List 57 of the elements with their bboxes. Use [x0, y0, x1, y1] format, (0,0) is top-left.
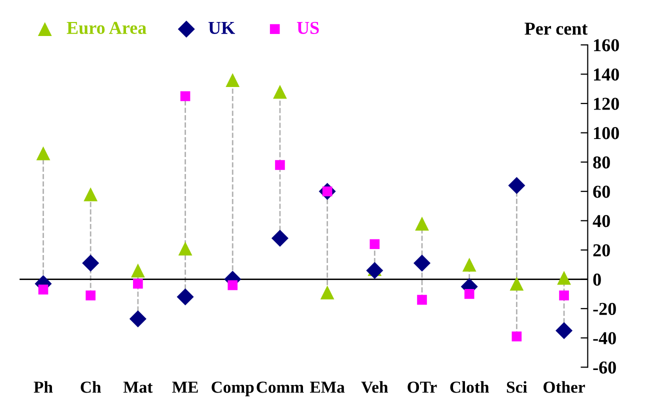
point — [131, 264, 145, 278]
point — [413, 254, 431, 272]
point — [84, 187, 98, 202]
x-tick-label: Veh — [361, 381, 388, 393]
point — [415, 216, 429, 231]
point — [508, 177, 526, 194]
point — [320, 286, 334, 300]
point — [38, 284, 48, 294]
point — [226, 73, 240, 87]
point — [462, 258, 476, 272]
y-tick-label: 120 — [594, 98, 619, 110]
x-tick-label: Comm — [256, 382, 304, 393]
y-tick-label: 60 — [593, 186, 610, 198]
point — [133, 278, 143, 289]
point — [464, 289, 474, 299]
legend-label: UK — [208, 22, 235, 34]
x-tick-label: ME — [172, 382, 198, 393]
y-tick-label: 100 — [594, 127, 619, 140]
y-tick-label: 140 — [594, 68, 619, 81]
x-tick-label: EMa — [310, 382, 345, 393]
point — [510, 276, 524, 291]
point — [370, 239, 380, 250]
y-tick-label: -20 — [593, 302, 616, 316]
point — [176, 288, 194, 306]
point — [559, 290, 569, 300]
x-tick-label: OTr — [408, 382, 437, 393]
x-tick-label: Comp — [212, 382, 254, 396]
point — [557, 270, 571, 285]
point — [417, 294, 427, 305]
point — [82, 254, 100, 272]
x-tick-label: Ph — [34, 381, 53, 393]
point — [271, 230, 288, 247]
x-tick-label: Ch — [80, 381, 102, 393]
point — [228, 280, 238, 290]
point — [178, 242, 192, 256]
y-tick-label: 40 — [592, 214, 610, 228]
x-tick-label: Sci — [506, 381, 528, 393]
y-tick-label: 0 — [593, 274, 601, 286]
point — [180, 91, 190, 102]
legend-label: Euro Area — [66, 22, 146, 34]
y-tick-label: -40 — [593, 332, 616, 344]
point — [273, 84, 287, 99]
point — [275, 160, 285, 170]
y-tick-label: -60 — [593, 361, 616, 374]
x-tick-label: Other — [544, 381, 585, 393]
x-tick-label: Mat — [123, 382, 153, 393]
point — [512, 332, 522, 342]
y-tick-label: 20 — [593, 244, 610, 256]
point — [129, 310, 146, 328]
point — [556, 322, 573, 340]
point — [86, 290, 96, 300]
point — [36, 146, 50, 160]
legend-label: US — [296, 22, 319, 34]
y-tick-label: 80 — [593, 156, 610, 169]
y-tick-label: 160 — [594, 39, 619, 52]
y-axis-title: Per cent — [524, 22, 588, 35]
x-tick-label: Cloth — [450, 381, 490, 393]
